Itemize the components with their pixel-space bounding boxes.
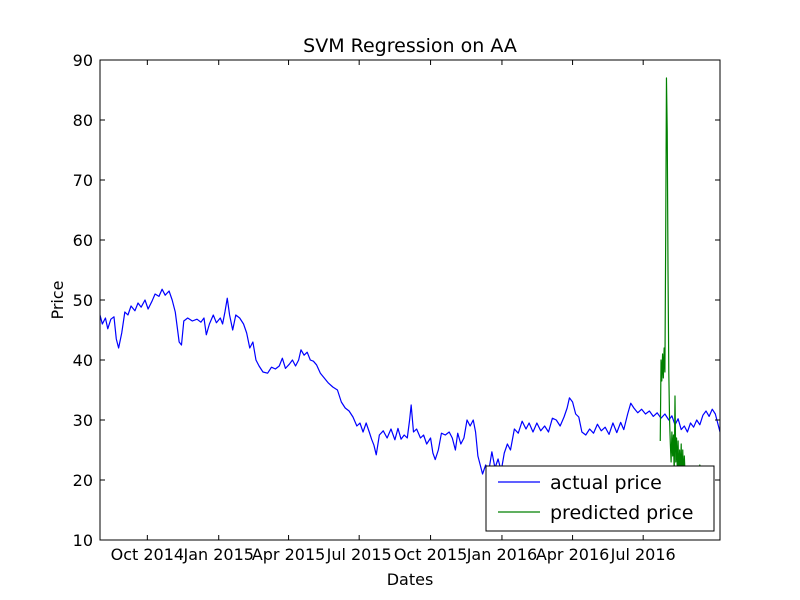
plot-area-background xyxy=(100,60,720,540)
y-tick-label: 30 xyxy=(73,411,93,430)
x-tick-label: Oct 2014 xyxy=(111,545,184,564)
plot-frame xyxy=(99,59,721,541)
y-tick-label: 10 xyxy=(73,531,93,550)
y-tick-label: 80 xyxy=(73,111,93,130)
y-tick-label: 50 xyxy=(73,291,93,310)
x-tick-label: Jan 2015 xyxy=(182,545,253,564)
y-tick-label: 60 xyxy=(73,231,93,250)
legend-label-actual-price: actual price xyxy=(550,472,662,494)
y-tick-label: 40 xyxy=(73,351,93,370)
x-tick-label: Apr 2015 xyxy=(252,545,325,564)
x-tick-label: Jul 2015 xyxy=(326,545,392,564)
legend-box xyxy=(485,465,715,532)
series-line-actual-price xyxy=(100,288,720,475)
y-tick-label: 90 xyxy=(73,51,93,70)
x-tick-label: Jul 2016 xyxy=(610,545,676,564)
y-tick-label: 70 xyxy=(73,171,93,190)
y-tick-label: 20 xyxy=(73,471,93,490)
y-axis-label: Price xyxy=(48,280,67,319)
x-tick-label: Jan 2016 xyxy=(466,545,537,564)
legend-label-predicted-price: predicted price xyxy=(550,502,693,524)
legend: actual price predicted price xyxy=(485,465,715,532)
x-axis-label: Dates xyxy=(387,570,434,589)
x-tick-label: Oct 2015 xyxy=(394,545,467,564)
x-tick-label: Apr 2016 xyxy=(536,545,609,564)
chart-title: SVM Regression on AA xyxy=(303,35,517,57)
